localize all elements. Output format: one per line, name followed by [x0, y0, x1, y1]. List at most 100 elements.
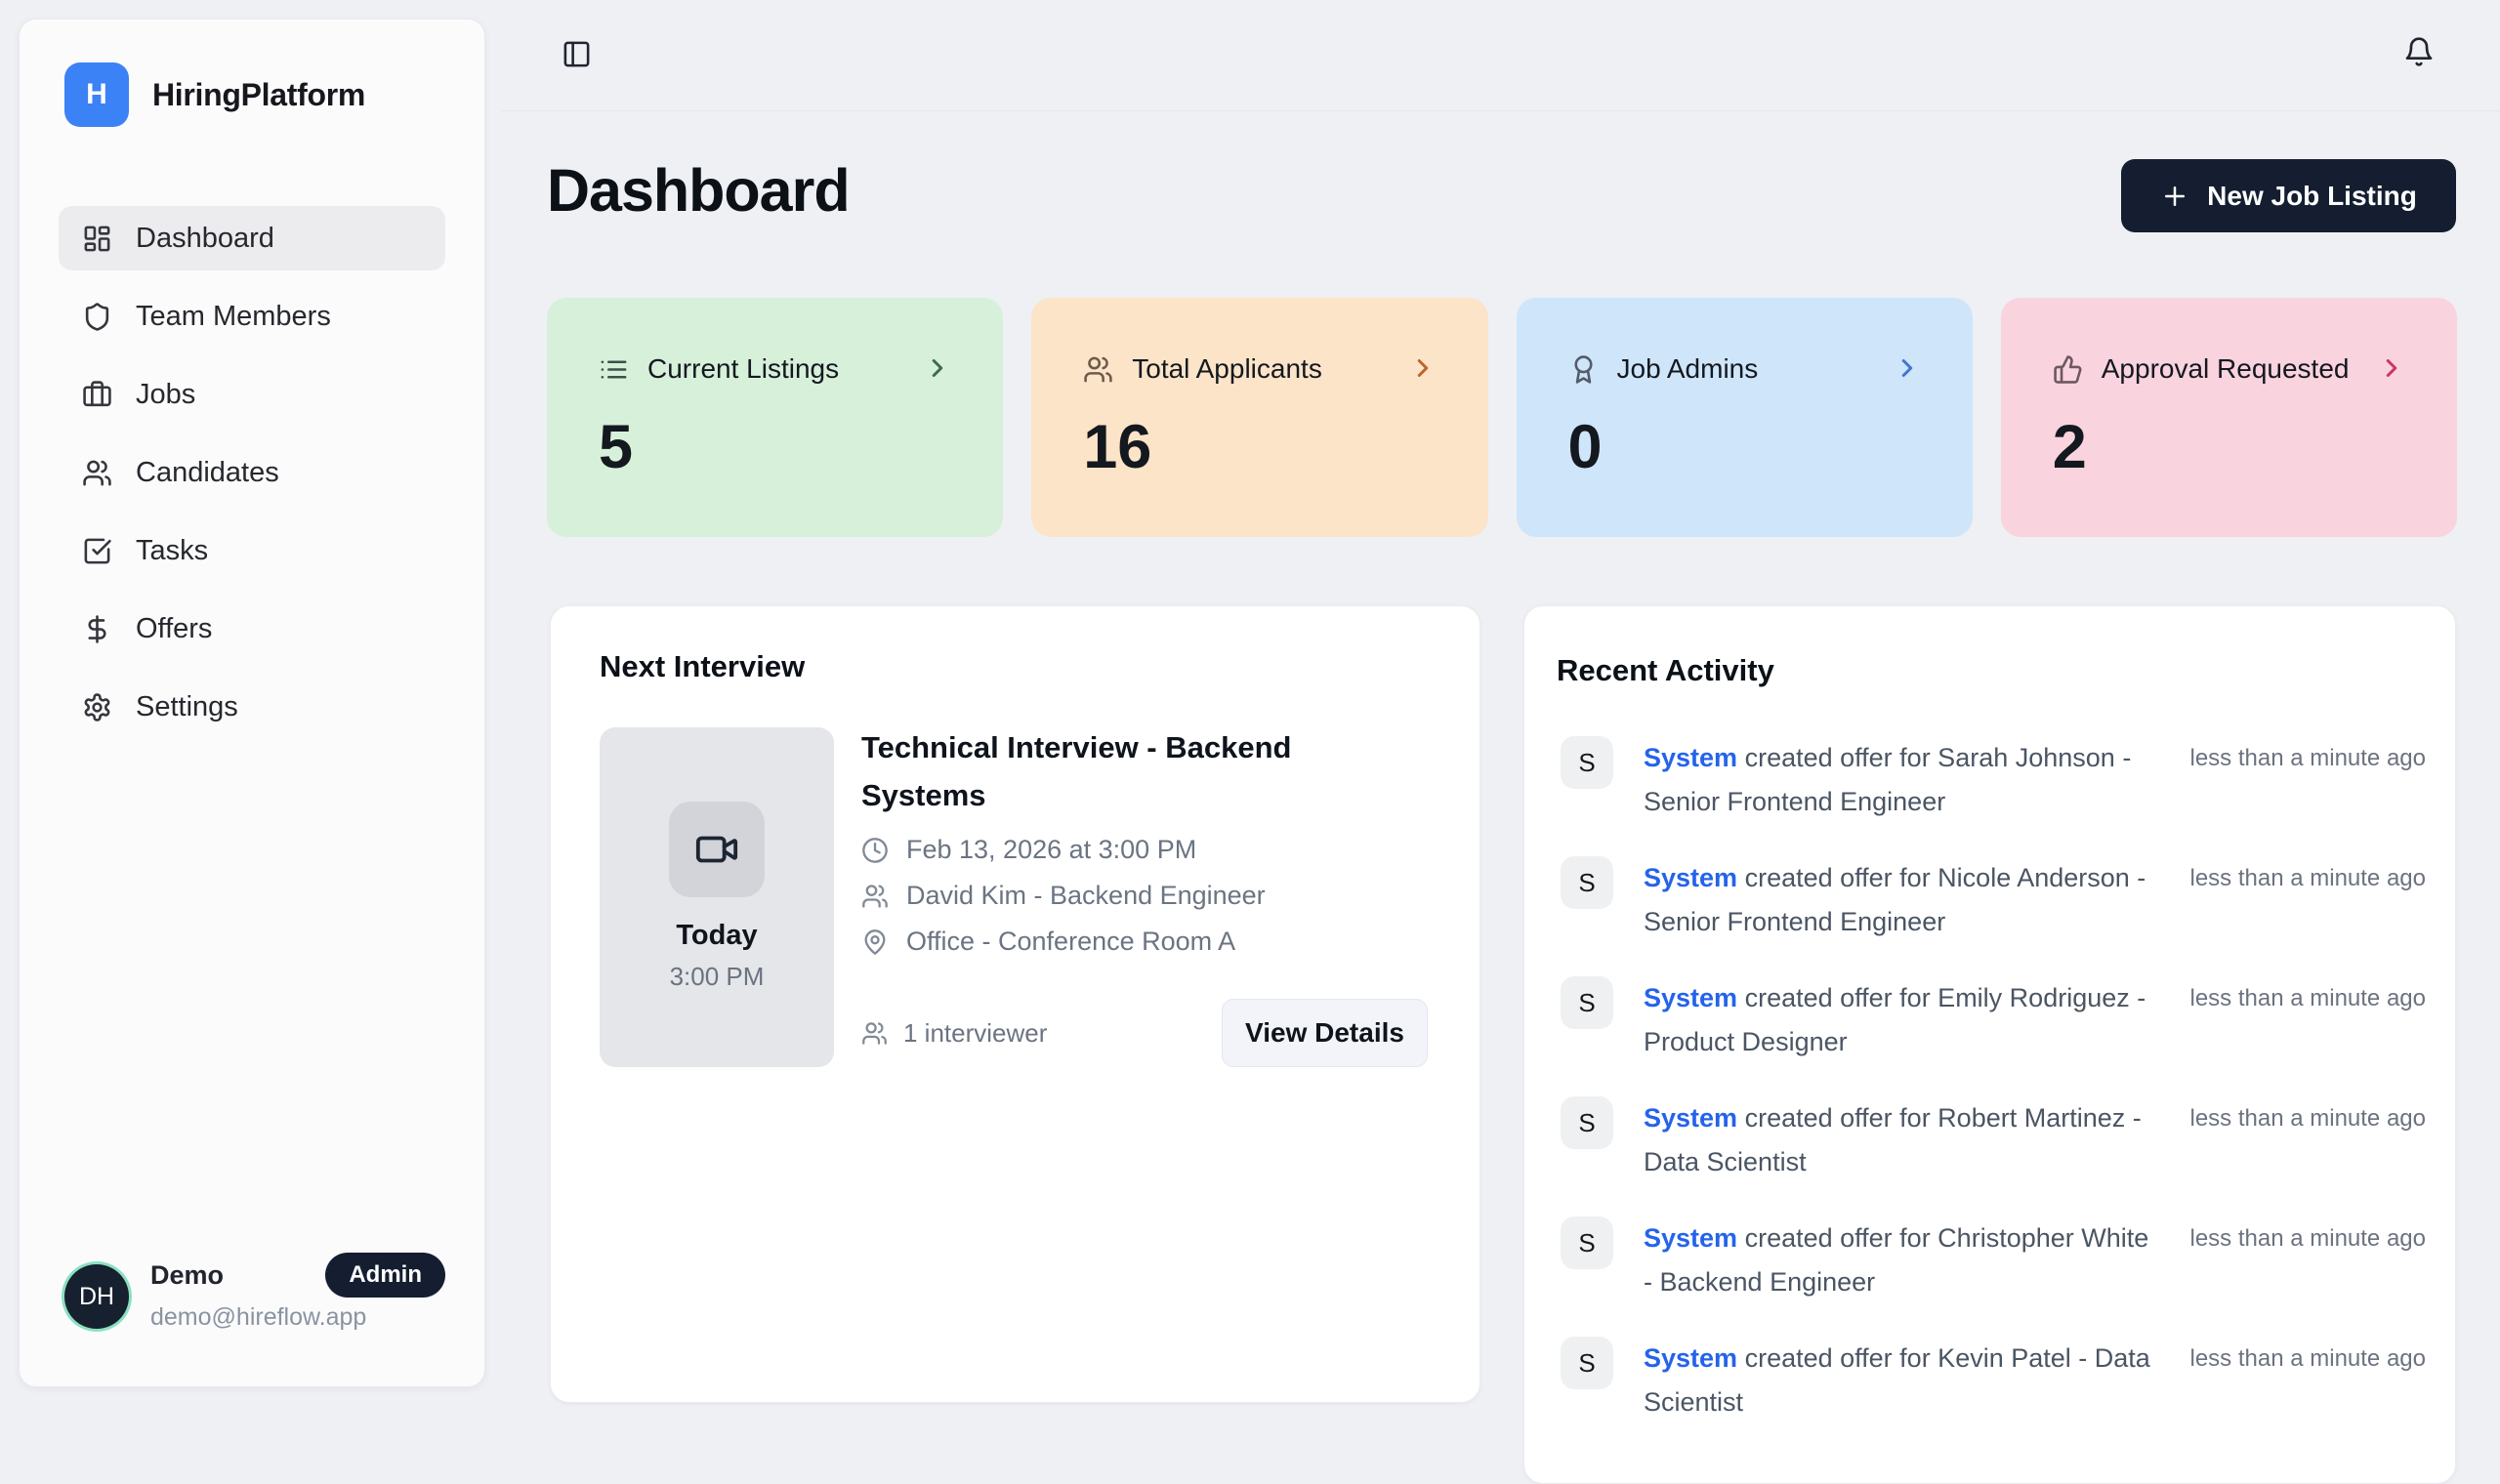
- chevron-right-icon: [1408, 353, 1438, 383]
- activity-item[interactable]: S System created offer for Robert Martin…: [1561, 1096, 2426, 1184]
- dollar-icon: [82, 614, 112, 644]
- sidebar-item-settings[interactable]: Settings: [59, 675, 445, 739]
- new-job-listing-button[interactable]: New Job Listing: [2121, 159, 2456, 232]
- users-icon: [82, 458, 112, 488]
- stat-card-total-applicants[interactable]: Total Applicants 16: [1031, 298, 1488, 537]
- page-title: Dashboard: [547, 157, 851, 224]
- sidebar-nav: Dashboard Team Members Jobs Candidates T…: [59, 206, 445, 753]
- admin-badge: Admin: [325, 1253, 445, 1298]
- activity-text: System created offer for Sarah Johnson -…: [1644, 743, 2132, 816]
- video-camera-icon: [694, 827, 739, 872]
- activity-timestamp: less than a minute ago: [2189, 1225, 2427, 1252]
- sidebar-item-label: Dashboard: [136, 222, 274, 254]
- activity-text: System created offer for Robert Martinez…: [1644, 1103, 2142, 1176]
- clock-icon: [861, 837, 889, 864]
- interview-date-tile: Today 3:00 PM: [600, 727, 834, 1067]
- user-email: demo@hireflow.app: [150, 1303, 367, 1331]
- gear-icon: [82, 692, 112, 722]
- stat-label: Total Applicants: [1132, 353, 1322, 384]
- activity-actor: System: [1644, 1343, 1738, 1373]
- view-details-button[interactable]: View Details: [1222, 999, 1428, 1067]
- interview-location: Office - Conference Room A: [906, 927, 1236, 956]
- stat-card-approval-requested[interactable]: Approval Requested 2: [2000, 298, 2457, 537]
- sidebar-item-tasks[interactable]: Tasks: [59, 518, 445, 583]
- sidebar-item-offers[interactable]: Offers: [59, 597, 445, 661]
- video-icon-box: [669, 802, 765, 897]
- users-icon: [1083, 354, 1113, 385]
- chevron-right-icon: [1893, 353, 1922, 383]
- list-icon: [599, 354, 629, 385]
- activity-avatar: S: [1561, 736, 1613, 789]
- award-icon: [1568, 354, 1599, 385]
- app-name: HiringPlatform: [152, 76, 366, 112]
- activity-timestamp: less than a minute ago: [2189, 745, 2427, 771]
- activity-timestamp: less than a minute ago: [2189, 1345, 2427, 1372]
- sidebar-item-team-members[interactable]: Team Members: [59, 284, 445, 349]
- sidebar-item-jobs[interactable]: Jobs: [59, 362, 445, 427]
- activity-item[interactable]: S System created offer for Christopher W…: [1561, 1216, 2426, 1304]
- activity-text: System created offer for Kevin Patel - D…: [1644, 1343, 2150, 1417]
- next-interview-title: Next Interview: [600, 649, 806, 683]
- activity-item[interactable]: S System created offer for Emily Rodrigu…: [1561, 976, 2426, 1064]
- app-logo: H: [64, 62, 129, 127]
- plus-icon: [2160, 182, 2189, 211]
- interview-title: Technical Interview - Backend Systems: [861, 730, 1292, 812]
- check-square-icon: [82, 536, 112, 566]
- activity-actor: System: [1644, 863, 1738, 892]
- activity-timestamp: less than a minute ago: [2189, 865, 2427, 891]
- stat-label: Current Listings: [647, 353, 840, 384]
- activity-avatar: S: [1561, 1096, 1613, 1149]
- interview-person: David Kim - Backend Engineer: [906, 881, 1266, 910]
- recent-activity-title: Recent Activity: [1557, 653, 1774, 687]
- activity-text: System created offer for Christopher Whi…: [1644, 1223, 2149, 1297]
- dashboard-grid-icon: [82, 224, 112, 254]
- activity-actor: System: [1644, 1223, 1738, 1253]
- header-divider: [501, 110, 2500, 111]
- sidebar-item-label: Candidates: [136, 456, 279, 488]
- chevron-right-icon: [2377, 353, 2406, 383]
- activity-actor: System: [1644, 1103, 1738, 1133]
- sidebar-item-label: Settings: [136, 690, 238, 722]
- briefcase-icon: [82, 380, 112, 410]
- sidebar: H HiringPlatform Dashboard Team Members …: [19, 19, 485, 1387]
- stats-row: Current Listings 5 Total Applicants 16 J…: [547, 298, 2457, 537]
- sidebar-item-dashboard[interactable]: Dashboard: [59, 206, 445, 270]
- chevron-right-icon: [923, 353, 952, 383]
- interviewer-count: 1 interviewer: [861, 999, 1047, 1067]
- stat-card-job-admins[interactable]: Job Admins 0: [1516, 298, 1973, 537]
- user-footer[interactable]: DH Demo demo@hireflow.app Admin: [64, 1253, 445, 1340]
- next-interview-panel: Next Interview Today 3:00 PM Technical I…: [550, 605, 1480, 1403]
- map-pin-icon: [861, 928, 889, 956]
- activity-text: System created offer for Emily Rodriguez…: [1644, 983, 2146, 1056]
- activity-actor: System: [1644, 983, 1738, 1012]
- activity-text: System created offer for Nicole Anderson…: [1644, 863, 2146, 936]
- shield-icon: [82, 302, 112, 332]
- activity-item[interactable]: S System created offer for Sarah Johnson…: [1561, 736, 2426, 824]
- stat-label: Job Admins: [1616, 353, 1759, 384]
- notifications-bell-icon[interactable]: [2403, 36, 2435, 67]
- stat-card-current-listings[interactable]: Current Listings 5: [547, 298, 1004, 537]
- stat-label: Approval Requested: [2101, 353, 2350, 384]
- activity-item[interactable]: S System created offer for Nicole Anders…: [1561, 856, 2426, 944]
- recent-activity-panel: Recent Activity S System created offer f…: [1523, 605, 2456, 1484]
- brand: H HiringPlatform: [64, 62, 365, 127]
- activity-avatar: S: [1561, 1337, 1613, 1389]
- activity-item[interactable]: S System created offer for Kevin Patel -…: [1561, 1337, 2426, 1424]
- interview-day: Today: [676, 920, 758, 951]
- activity-actor: System: [1644, 743, 1738, 772]
- activity-avatar: S: [1561, 856, 1613, 909]
- user-name: Demo: [150, 1260, 225, 1290]
- stat-value: 16: [1083, 413, 1152, 481]
- activity-avatar: S: [1561, 976, 1613, 1029]
- thumbs-up-icon: [2053, 354, 2083, 385]
- sidebar-item-label: Offers: [136, 612, 213, 644]
- activity-timestamp: less than a minute ago: [2189, 1105, 2427, 1132]
- stat-value: 0: [1567, 413, 1603, 481]
- sidebar-item-candidates[interactable]: Candidates: [59, 440, 445, 505]
- stat-value: 5: [599, 413, 634, 481]
- activity-timestamp: less than a minute ago: [2189, 985, 2427, 1011]
- new-job-listing-label: New Job Listing: [2207, 180, 2417, 211]
- sidebar-toggle-icon[interactable]: [562, 39, 592, 69]
- interview-datetime: Feb 13, 2026 at 3:00 PM: [906, 835, 1197, 864]
- sidebar-item-label: Jobs: [136, 378, 196, 410]
